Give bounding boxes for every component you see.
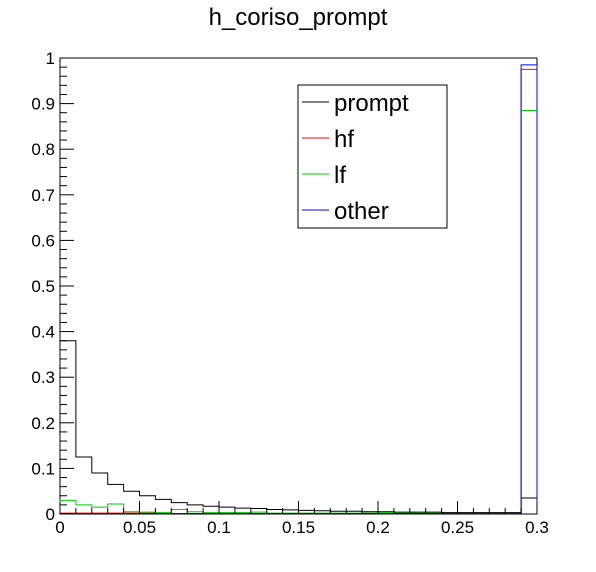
y-tick-label: 0.7 — [31, 186, 55, 205]
legend-label-lf: lf — [334, 162, 346, 189]
legend-label-other: other — [334, 198, 389, 225]
x-tick-label: 0.15 — [282, 518, 315, 537]
chart-title: h_coriso_prompt — [208, 4, 388, 31]
x-tick-label: 0.2 — [366, 518, 390, 537]
x-tick-label: 0.3 — [525, 518, 549, 537]
y-tick-label: 0.3 — [31, 368, 55, 387]
x-tick-label: 0.1 — [207, 518, 231, 537]
x-tick-label: 0.25 — [441, 518, 474, 537]
y-tick-label: 0.2 — [31, 414, 55, 433]
series-other-histogram — [59, 64, 538, 515]
x-tick-label: 0 — [55, 518, 64, 537]
legend-label-hf: hf — [334, 126, 354, 153]
y-tick-label: 0.9 — [31, 95, 55, 114]
x-tick-label: 0.05 — [123, 518, 156, 537]
y-tick-label: 0.5 — [31, 277, 55, 296]
y-tick-label: 1 — [46, 49, 55, 68]
y-tick-label: 0 — [46, 505, 55, 524]
y-tick-label: 0.1 — [31, 459, 55, 478]
y-tick-label: 0.4 — [31, 323, 55, 342]
legend: prompt hf lf other — [297, 84, 448, 229]
legend-box — [297, 84, 448, 229]
y-tick-label: 0.8 — [31, 140, 55, 159]
y-tick-label: 0.6 — [31, 231, 55, 250]
legend-label-prompt: prompt — [334, 90, 409, 117]
series-prompt-histogram — [59, 340, 538, 514]
